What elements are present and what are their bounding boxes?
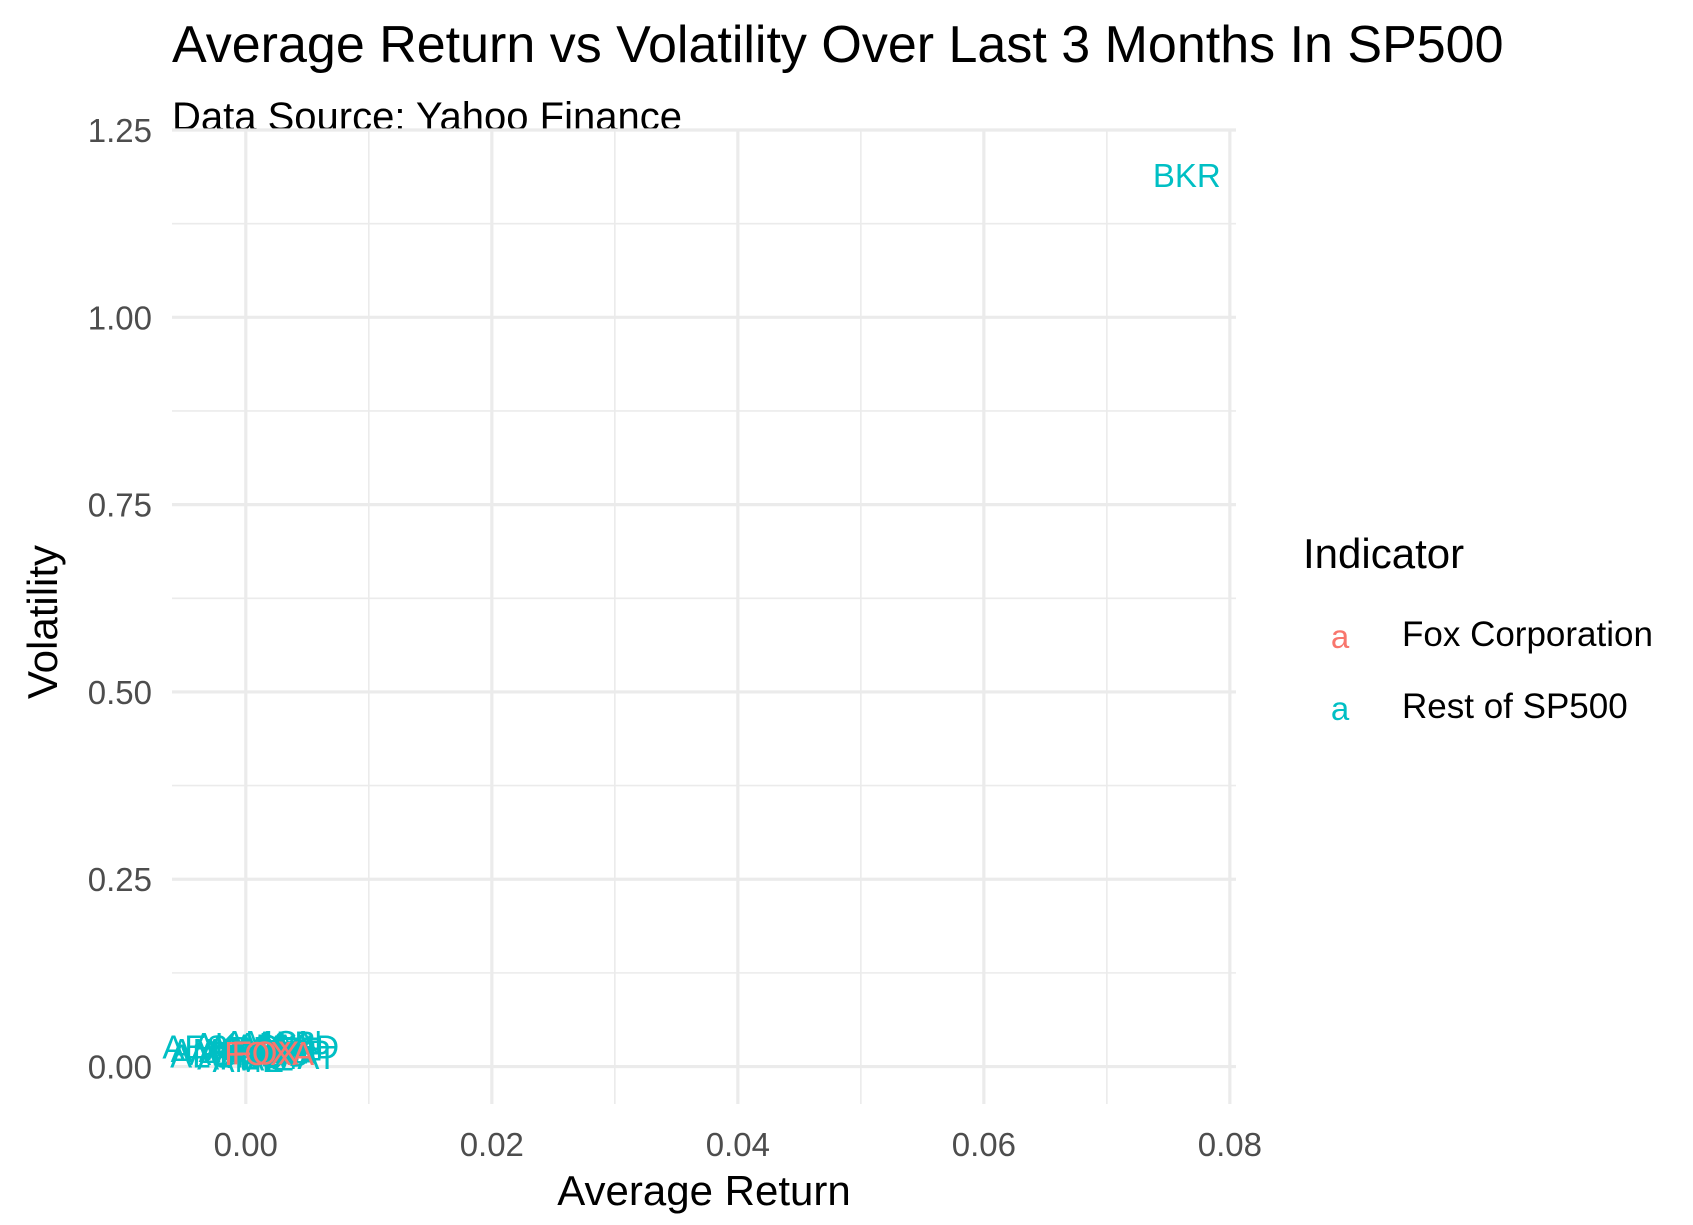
point-label: ADBE xyxy=(207,1030,297,1067)
point-label: ALL xyxy=(234,1029,293,1066)
point-label: ACN xyxy=(199,1032,269,1069)
y-tick-label: 0.25 xyxy=(88,861,152,898)
point-label: ADP xyxy=(246,1033,314,1070)
x-tick-label: 0.00 xyxy=(214,1126,278,1163)
point-label: FOXA xyxy=(224,1035,314,1072)
x-tick-label: 0.04 xyxy=(706,1126,770,1163)
point-label: AKAM xyxy=(193,1026,287,1063)
point-label: AJG xyxy=(244,1037,308,1074)
legend-title: Indicator xyxy=(1303,530,1464,577)
point-label: ADM xyxy=(234,1028,307,1065)
x-axis-tick-labels: 0.00 0.02 0.04 0.06 0.08 xyxy=(214,1126,1262,1163)
legend-key-rest: a xyxy=(1331,690,1350,727)
x-tick-label: 0.02 xyxy=(460,1126,524,1163)
point-label: AMP xyxy=(171,1032,243,1069)
point-label: ALGN xyxy=(170,1037,260,1074)
point-label: ALB xyxy=(254,1025,316,1062)
point-label: AMD xyxy=(266,1028,339,1065)
x-tick-label: 0.06 xyxy=(952,1126,1016,1163)
point-label: AEP xyxy=(264,1034,330,1071)
point-label: ADI xyxy=(233,1034,288,1071)
point-labels: BKR AESABTACNADBEADIADMADPAEEAEPAFLAIGAIZ… xyxy=(162,157,1220,1079)
point-label: AIG xyxy=(227,1038,284,1075)
point-label: AMAT xyxy=(248,1039,337,1076)
legend-label-rest: Rest of SP500 xyxy=(1402,687,1628,726)
x-tick-label: 0.08 xyxy=(1198,1126,1262,1163)
point-label: BKR xyxy=(1153,157,1221,194)
y-tick-label: 0.75 xyxy=(88,487,152,524)
point-label: AEE xyxy=(256,1031,322,1068)
point-label: AES xyxy=(162,1028,228,1065)
point-label: ABT xyxy=(189,1035,253,1072)
major-gridlines xyxy=(172,128,1236,1104)
y-tick-label: 1.00 xyxy=(88,299,152,336)
minor-gridlines xyxy=(172,130,1236,1104)
point-label: AME xyxy=(213,1042,285,1079)
y-tick-label: 1.25 xyxy=(88,112,152,149)
chart-title: Average Return vs Volatility Over Last 3… xyxy=(172,16,1504,74)
y-tick-label: 0.00 xyxy=(88,1049,152,1086)
chart-subtitle: Data Source: Yahoo Finance xyxy=(172,95,682,139)
y-tick-label: 0.50 xyxy=(88,674,152,711)
x-axis-title: Average Return xyxy=(557,1167,850,1214)
y-axis-title: Volatility xyxy=(19,545,66,699)
point-label: FOX xyxy=(232,1034,300,1071)
legend-label-fox: Fox Corporation xyxy=(1402,615,1653,654)
legend-key-fox: a xyxy=(1331,618,1350,655)
point-label: AMGN xyxy=(223,1024,322,1061)
y-axis-tick-labels: 0.00 0.25 0.50 0.75 1.00 1.25 xyxy=(88,112,152,1086)
point-label: AIZ xyxy=(242,1040,293,1077)
point-label: AMT xyxy=(224,1036,294,1073)
point-label: AFL xyxy=(197,1040,258,1077)
legend: Indicator a Fox Corporation a Rest of SP… xyxy=(1303,530,1653,727)
